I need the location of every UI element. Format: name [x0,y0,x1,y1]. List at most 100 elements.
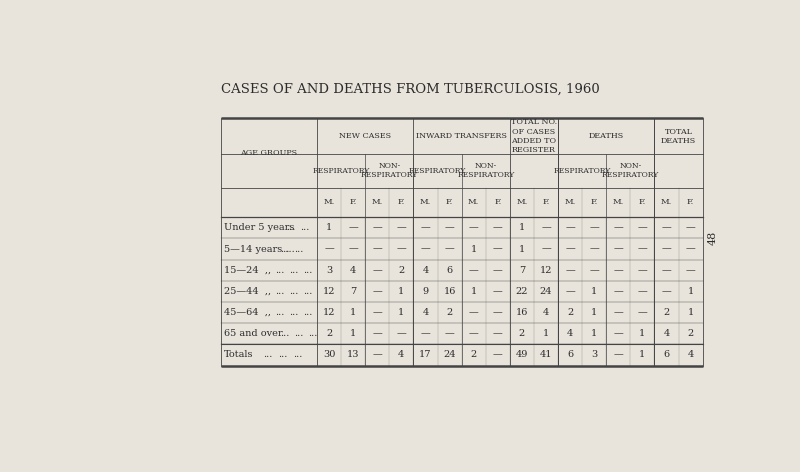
Text: —: — [686,266,695,275]
Text: 2: 2 [687,329,694,338]
Text: —: — [493,351,502,360]
Text: RESPIRATORY: RESPIRATORY [313,167,370,175]
Text: 15—24  ,,: 15—24 ,, [224,266,271,275]
Text: ...: ... [275,308,285,317]
Text: 12: 12 [323,308,335,317]
Text: 25—44  ,,: 25—44 ,, [224,287,271,296]
Text: —: — [421,244,430,253]
Text: ...: ... [289,287,298,296]
Text: 17: 17 [419,351,432,360]
Text: —: — [614,244,623,253]
Text: 4: 4 [350,266,356,275]
Text: ...: ... [289,266,298,275]
Text: —: — [372,266,382,275]
Text: 6: 6 [663,351,670,360]
Text: Totals: Totals [224,351,254,360]
Text: ...: ... [263,351,273,360]
Text: 4: 4 [422,266,429,275]
Text: 65 and over: 65 and over [224,329,282,338]
Text: —: — [590,266,599,275]
Text: CASES OF AND DEATHS FROM TUBERCULOSIS, 1960: CASES OF AND DEATHS FROM TUBERCULOSIS, 1… [221,83,599,96]
Text: —: — [493,287,502,296]
Text: —: — [614,308,623,317]
Text: —: — [397,244,406,253]
Text: 1: 1 [639,329,646,338]
Text: ...: ... [294,244,303,253]
Text: 9: 9 [422,287,429,296]
Text: 13: 13 [347,351,359,360]
Text: —: — [372,351,382,360]
Text: —: — [493,244,502,253]
Text: 7: 7 [518,266,525,275]
Text: —: — [372,244,382,253]
Text: —: — [566,287,575,296]
Text: 1: 1 [350,308,356,317]
Text: F.: F. [687,198,694,206]
Text: 22: 22 [516,287,528,296]
Text: 2: 2 [398,266,405,275]
Text: —: — [469,223,478,232]
Text: M.: M. [468,198,479,206]
Text: M.: M. [420,198,431,206]
Text: —: — [541,244,551,253]
Text: 30: 30 [323,351,335,360]
Text: 1: 1 [518,223,525,232]
Text: 5—14 years ...: 5—14 years ... [224,244,294,253]
Text: —: — [348,244,358,253]
Text: 1: 1 [398,287,405,296]
Text: —: — [638,287,647,296]
Text: 24: 24 [540,287,552,296]
Text: F.: F. [398,198,405,206]
Text: 4: 4 [543,308,549,317]
Text: 2: 2 [470,351,477,360]
Text: 4: 4 [422,308,429,317]
Text: 1: 1 [639,351,646,360]
Text: 41: 41 [540,351,552,360]
Text: —: — [469,329,478,338]
Text: —: — [686,223,695,232]
Text: ...: ... [289,308,298,317]
Text: 7: 7 [350,287,356,296]
Text: NON-
RESPIRATORY: NON- RESPIRATORY [457,162,514,179]
Text: F.: F. [542,198,550,206]
Text: 2: 2 [567,308,574,317]
Text: 49: 49 [516,351,528,360]
Text: —: — [397,223,406,232]
Text: —: — [662,287,671,296]
Text: —: — [638,244,647,253]
Text: —: — [348,223,358,232]
Text: —: — [421,329,430,338]
Text: TOTAL
DEATHS: TOTAL DEATHS [661,127,696,145]
Text: F.: F. [638,198,646,206]
Text: —: — [421,223,430,232]
Text: —: — [662,223,671,232]
Text: ...: ... [286,223,295,232]
Text: 1: 1 [591,287,598,296]
Text: —: — [445,329,454,338]
Text: —: — [445,223,454,232]
Text: 1: 1 [543,329,549,338]
Text: —: — [590,223,599,232]
Text: AGE GROUPS: AGE GROUPS [240,149,298,157]
Text: 4: 4 [567,329,574,338]
Text: Under 5 years: Under 5 years [224,223,294,232]
Text: 3: 3 [591,351,598,360]
Text: —: — [493,266,502,275]
Text: 1: 1 [470,244,477,253]
Text: 1: 1 [398,308,405,317]
Text: —: — [638,308,647,317]
Text: ...: ... [280,329,289,338]
Text: ...: ... [278,351,287,360]
Text: —: — [566,223,575,232]
Text: RESPIRATORY: RESPIRATORY [409,167,466,175]
Text: 16: 16 [443,287,456,296]
Text: —: — [493,308,502,317]
Text: 48: 48 [707,231,718,245]
Text: 3: 3 [326,266,332,275]
Text: —: — [638,223,647,232]
Text: 6: 6 [567,351,573,360]
Text: 4: 4 [687,351,694,360]
Text: —: — [566,244,575,253]
Text: 2: 2 [518,329,525,338]
Text: 4: 4 [663,329,670,338]
